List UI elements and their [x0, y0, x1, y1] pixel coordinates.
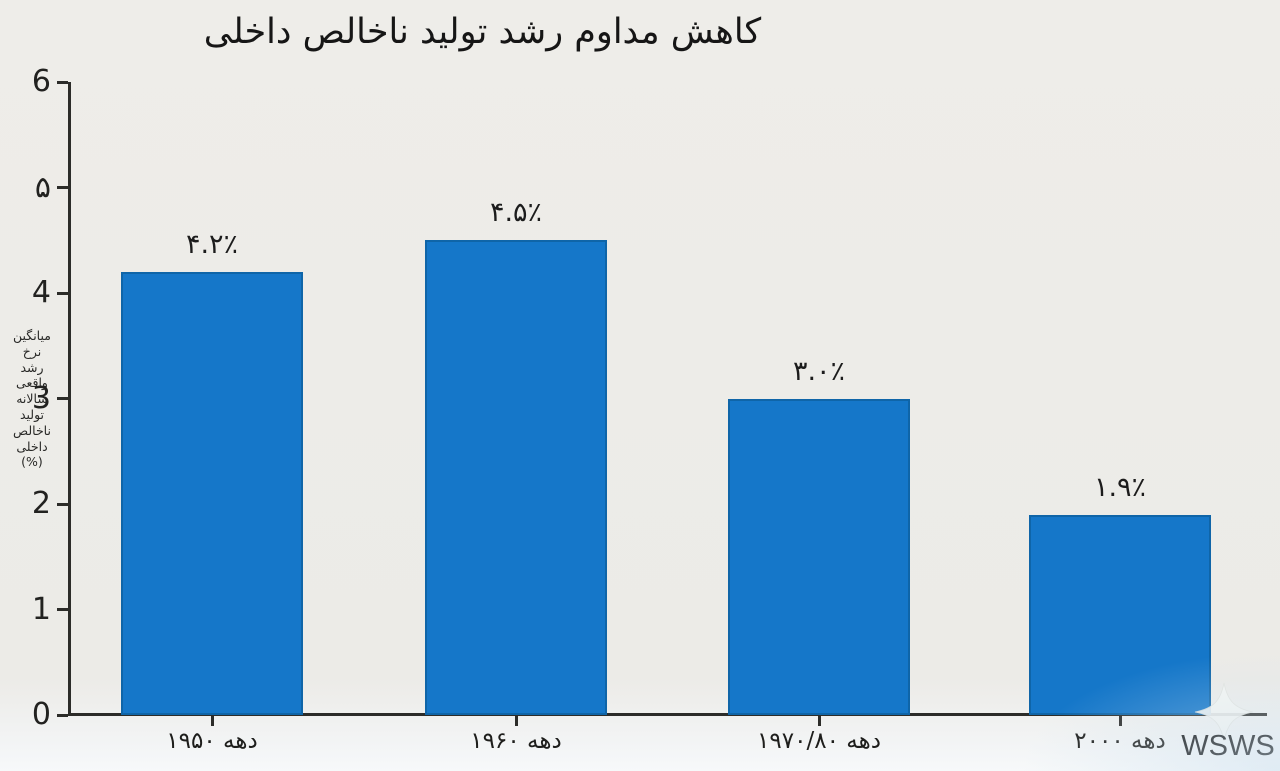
y-tick-label-2: 2: [31, 486, 51, 521]
y-tick-label-0: 0: [31, 697, 51, 732]
bar-value-label-4: ۱.۹٪: [1093, 471, 1147, 503]
y-tick-۵: [57, 186, 68, 189]
y-axis-label-line-7: ناخالص: [13, 422, 51, 438]
y-axis-label-line-8: داخلی: [16, 438, 48, 454]
x-tick-2: [514, 715, 518, 726]
y-axis-label-line-5: سالانه: [16, 391, 48, 407]
bar-value-label-2: ۴.۵٪: [489, 197, 543, 229]
y-axis-label-line-9: (%): [21, 454, 43, 470]
bar-3: [728, 398, 910, 715]
bar-1: [121, 271, 303, 715]
y-axis-label-line-6: تولید: [19, 406, 45, 422]
wsws-watermark: WSWS: [1180, 678, 1280, 771]
y-tick-label-۵: ۵: [34, 169, 51, 205]
y-axis-line: [68, 82, 71, 716]
x-tick-1: [210, 715, 214, 726]
y-tick-3: [57, 397, 68, 400]
y-tick-0: [57, 713, 68, 717]
y-axis-label: میانگین نرخ رشد واقعی سالانه تولید ناخالص داخلی…: [6, 328, 58, 470]
x-tick-label-2: دهه ۱۹۶۰: [470, 728, 562, 754]
x-tick-label-1: دهه ۱۹۵۰: [166, 728, 258, 754]
watermark-text: WSWS: [1181, 730, 1275, 762]
chart-title: کاهش مداوم رشد تولید ناخالص داخلی: [203, 12, 762, 52]
y-tick-4: [57, 291, 68, 295]
y-axis-label-line-2: نرخ: [22, 343, 42, 359]
x-tick-label-3: دهه ۱۹۷۰/۸۰: [757, 728, 881, 754]
x-axis-line: [68, 713, 1267, 716]
y-axis-label-line-3: رشد: [20, 359, 44, 375]
y-tick-2: [57, 502, 68, 506]
y-tick-label-1: 1: [31, 591, 51, 627]
x-tick-4: [1118, 715, 1122, 726]
bar-value-label-3: ۳.۰٪: [792, 355, 846, 387]
y-tick-label-6: 6: [31, 64, 51, 99]
y-axis-label-line-1: میانگین: [13, 328, 51, 343]
y-axis-label-line-4: واقعی: [16, 375, 48, 391]
bar-value-label-1: ۴.۲٪: [185, 228, 239, 260]
y-tick-6: [57, 80, 68, 84]
bar-2: [425, 240, 607, 715]
y-tick-label-4: 4: [31, 275, 51, 310]
y-tick-1: [57, 608, 68, 611]
x-tick-3: [817, 715, 821, 726]
y-tick-label-3: 3: [31, 380, 51, 416]
